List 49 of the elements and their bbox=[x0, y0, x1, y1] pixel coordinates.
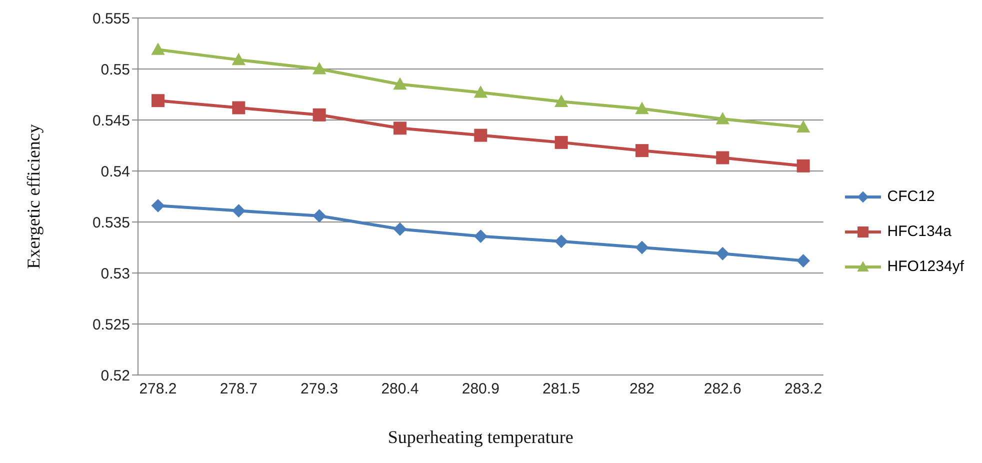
point bbox=[554, 136, 568, 149]
x-axis-title: Superheating temperature bbox=[388, 427, 574, 447]
point bbox=[796, 254, 810, 268]
point bbox=[554, 95, 568, 107]
point bbox=[474, 128, 488, 142]
point bbox=[716, 151, 730, 164]
point bbox=[152, 43, 164, 55]
point bbox=[393, 122, 406, 135]
point bbox=[312, 108, 326, 122]
point bbox=[716, 112, 730, 124]
point bbox=[796, 120, 810, 132]
point bbox=[393, 222, 406, 236]
point bbox=[554, 234, 568, 248]
x-tick-label: 280.4 bbox=[381, 380, 419, 398]
point bbox=[635, 102, 648, 114]
x-tick-label: 279.3 bbox=[300, 380, 338, 398]
point bbox=[635, 241, 648, 254]
x-tick-label: 283.2 bbox=[784, 380, 822, 398]
x-tick-label: 281.5 bbox=[542, 380, 580, 398]
y-tick-label: 0.54 bbox=[100, 163, 130, 180]
x-tick-label: 280.9 bbox=[462, 380, 500, 398]
point bbox=[312, 62, 326, 74]
point bbox=[796, 159, 810, 172]
point bbox=[312, 209, 326, 222]
point bbox=[232, 53, 246, 66]
point bbox=[152, 199, 164, 212]
legend-label: HFO1234yf bbox=[887, 258, 964, 275]
point bbox=[393, 78, 406, 90]
point bbox=[152, 94, 164, 108]
y-tick-label: 0.545 bbox=[92, 112, 130, 130]
point bbox=[474, 230, 488, 243]
point bbox=[716, 247, 730, 260]
y-tick-label: 0.52 bbox=[100, 367, 130, 384]
y-axis-title: Exergetic efficiency bbox=[23, 124, 44, 269]
point bbox=[232, 204, 246, 218]
point bbox=[474, 86, 488, 98]
y-tick-label: 0.555 bbox=[92, 10, 130, 28]
y-tick-label: 0.535 bbox=[92, 214, 130, 232]
y-tick-label: 0.55 bbox=[100, 61, 130, 78]
legend-label: HFC134a bbox=[887, 223, 952, 240]
point bbox=[635, 144, 648, 158]
y-tick-label: 0.53 bbox=[100, 265, 130, 282]
x-tick-label: 282.6 bbox=[704, 380, 742, 398]
x-tick-label: 278.7 bbox=[220, 380, 258, 398]
x-tick-label: 278.2 bbox=[139, 380, 177, 398]
y-tick-label: 0.525 bbox=[92, 316, 130, 334]
point bbox=[232, 101, 246, 114]
legend-label: CFC12 bbox=[887, 188, 935, 205]
x-tick-label: 282 bbox=[629, 380, 654, 398]
